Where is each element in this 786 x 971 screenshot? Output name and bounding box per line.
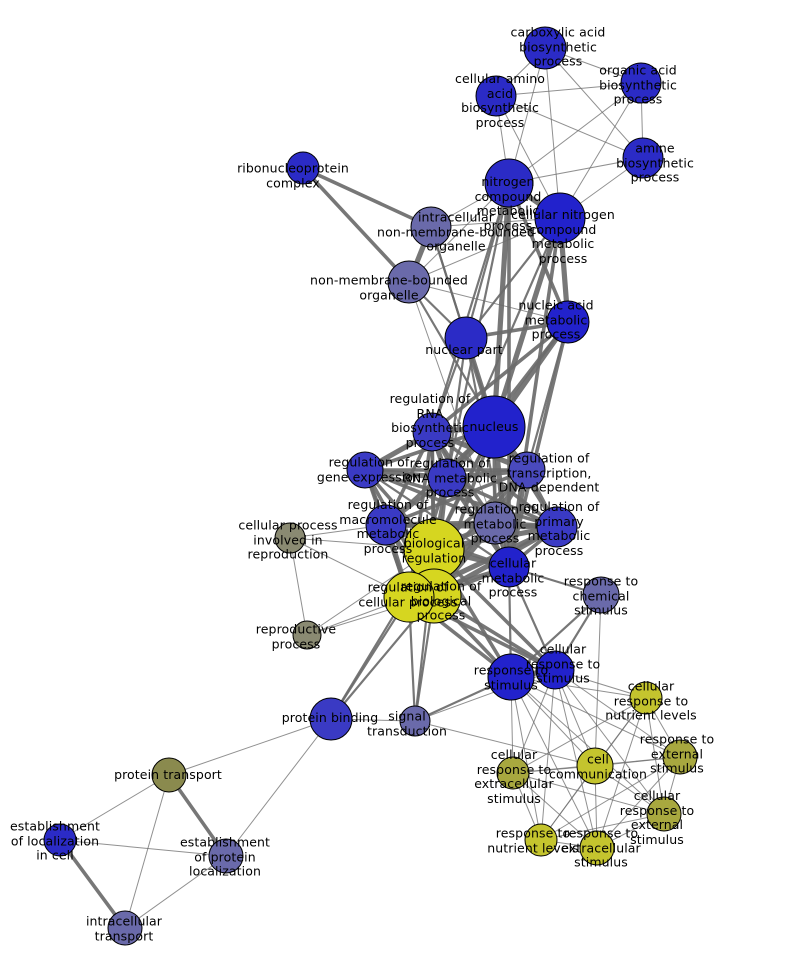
network-node-regulation-of-cellular-process[interactable]: regulation of cellular process (383, 571, 435, 623)
network-node-regulation-of-gene-expression[interactable]: regulation of gene expression (346, 451, 384, 489)
network-edge[interactable] (540, 813, 665, 841)
network-node-cellular-response-to-stimulus[interactable]: cellular response to stimulus (535, 650, 575, 690)
network-edge[interactable] (58, 838, 127, 930)
network-node-response-to-nutrient-levels[interactable]: response to nutrient levels (524, 823, 558, 857)
network-node-non-membrane-bounded-organelle[interactable]: non-membrane-bounded organelle (387, 260, 431, 304)
network-edge[interactable] (559, 82, 642, 219)
network-node-cellular-metabolic-process[interactable]: cellular metabolic process (488, 546, 530, 588)
network-edge[interactable] (594, 594, 602, 767)
network-edge[interactable] (225, 718, 332, 857)
network-edge[interactable] (495, 95, 644, 159)
network-edge[interactable] (168, 718, 332, 776)
network-node-nitrogen-compound-metabolic-process[interactable]: nitrogen compound metabolic process (484, 158, 534, 208)
network-edge[interactable] (301, 166, 433, 229)
network-edge[interactable] (510, 676, 542, 841)
network-edge[interactable] (491, 215, 563, 430)
network-edge[interactable] (430, 181, 511, 434)
network-node-protein-binding[interactable]: protein binding (309, 697, 353, 741)
network-node-response-to-chemical-stimulus[interactable]: response to chemical stimulus (582, 576, 620, 614)
network-edge[interactable] (544, 47, 644, 159)
network-edge[interactable] (383, 522, 560, 530)
network-edge[interactable] (495, 82, 642, 97)
network-node-establishment-of-protein-localization[interactable]: establishment of protein localization (208, 838, 244, 874)
network-edge[interactable] (596, 697, 647, 849)
network-node-nuclear-part[interactable]: nuclear part (444, 316, 488, 360)
network-node-nucleic-acid-metabolic-process[interactable]: nucleic acid metabolic process (546, 300, 590, 344)
network-edge[interactable] (512, 697, 647, 774)
network-node-cell-communication[interactable]: cell communication (576, 747, 614, 785)
network-node-regulation-of-primary-metabolic-process[interactable]: regulation of primary metabolic process (536, 506, 578, 548)
network-edge[interactable] (408, 217, 561, 283)
network-edge[interactable] (464, 181, 511, 340)
network-edge[interactable] (544, 47, 561, 219)
network-edge[interactable] (59, 774, 170, 841)
network-node-cellular-amino-acid-biosynthetic-process[interactable]: cellular amino acid biosynthetic process (475, 75, 517, 117)
network-node-amine-biosynthetic-process[interactable]: amine biosynthetic process (622, 137, 664, 179)
network-node-reproductive-process[interactable]: reproductive process (292, 620, 322, 650)
network-edge[interactable] (363, 468, 497, 525)
network-edge[interactable] (408, 281, 569, 323)
network-edge[interactable] (508, 82, 642, 184)
network-edge[interactable] (124, 774, 170, 929)
network-edge[interactable] (124, 855, 227, 929)
network-node-signal-transduction[interactable]: signal transduction (399, 705, 431, 737)
network-edge[interactable] (507, 181, 570, 324)
network-edge[interactable] (512, 772, 665, 815)
network-edge[interactable] (596, 756, 681, 849)
network-node-cellular-nitrogen-compound-metabolic-process[interactable]: cellular nitrogen compound metabolic pro… (534, 192, 586, 244)
network-node-regulation-of-transcription-dna-dependent[interactable]: regulation of transcription, DNA-depende… (508, 451, 546, 489)
network-node-intracellular-non-membrane-bounded-organelle[interactable]: intracellular non-membrane-bounded organ… (410, 206, 452, 248)
network-edge[interactable] (445, 336, 468, 480)
network-edge[interactable] (289, 537, 308, 636)
edge-layer (58, 47, 681, 930)
network-node-regulation-of-rna-metabolic-process[interactable]: regulation of RNA metabolic process (427, 458, 467, 498)
node-layer: carboxylic acid biosynthetic process orga… (43, 26, 698, 946)
network-node-cellular-response-to-extracellular-stimulus[interactable]: cellular response to extracellular stimu… (496, 756, 530, 790)
network-edge[interactable] (363, 468, 559, 529)
network-node-cellular-response-to-nutrient-levels[interactable]: cellular response to nutrient levels (629, 681, 663, 715)
network-node-organic-acid-biosynthetic-process[interactable]: organic acid biosynthetic process (620, 62, 662, 104)
network-edge[interactable] (554, 669, 665, 815)
network-node-protein-transport[interactable]: protein transport (151, 757, 187, 793)
network-node-cellular-response-to-external-stimulus[interactable]: cellular response to external stimulus (646, 796, 682, 832)
network-node-intracellular-transport[interactable]: intracellular transport (107, 910, 143, 946)
network-edge[interactable] (414, 720, 596, 767)
network-node-nucleus[interactable]: nucleus (462, 395, 526, 459)
network-edge[interactable] (512, 772, 598, 849)
network-node-regulation-of-rna-biosynthetic-process[interactable]: regulation of RNA biosynthetic process (412, 412, 452, 452)
network-edge[interactable] (510, 676, 681, 758)
network-edge[interactable] (540, 669, 556, 841)
network-node-establishment-of-localization-in-cell[interactable]: establishment of localization in cell (43, 823, 77, 857)
network-edge[interactable] (540, 756, 681, 841)
network-edge[interactable] (59, 839, 227, 857)
network-edge[interactable] (301, 166, 411, 284)
network-node-response-to-external-stimulus[interactable]: response to external stimulus (662, 739, 698, 775)
network-edge[interactable] (430, 430, 559, 529)
network-node-cellular-process-involved-in-reproduction[interactable]: cellular process involved in reproductio… (274, 522, 306, 554)
network-edge[interactable] (510, 676, 665, 815)
network-node-response-to-extracellular-stimulus[interactable]: response to extracellular stimulus (579, 830, 615, 866)
network-node-regulation-of-macromolecule-metabolic-process[interactable]: regulation of macromolecule metabolic pr… (365, 504, 407, 546)
network-node-carboxylic-acid-biosynthetic-process[interactable]: carboxylic acid biosynthetic process (523, 26, 567, 70)
network-edge[interactable] (645, 697, 665, 815)
network-node-ribonucleoprotein-complex[interactable]: ribonucleoprotein complex (286, 151, 320, 185)
network-edge[interactable] (510, 676, 598, 849)
network-edge[interactable] (554, 669, 598, 849)
network-edge[interactable] (363, 468, 511, 569)
network-node-regulation-of-metabolic-process[interactable]: regulation of metabolic process (473, 501, 517, 545)
network-edge[interactable] (525, 320, 570, 472)
network-node-response-to-stimulus[interactable]: response to stimulus (487, 653, 535, 701)
